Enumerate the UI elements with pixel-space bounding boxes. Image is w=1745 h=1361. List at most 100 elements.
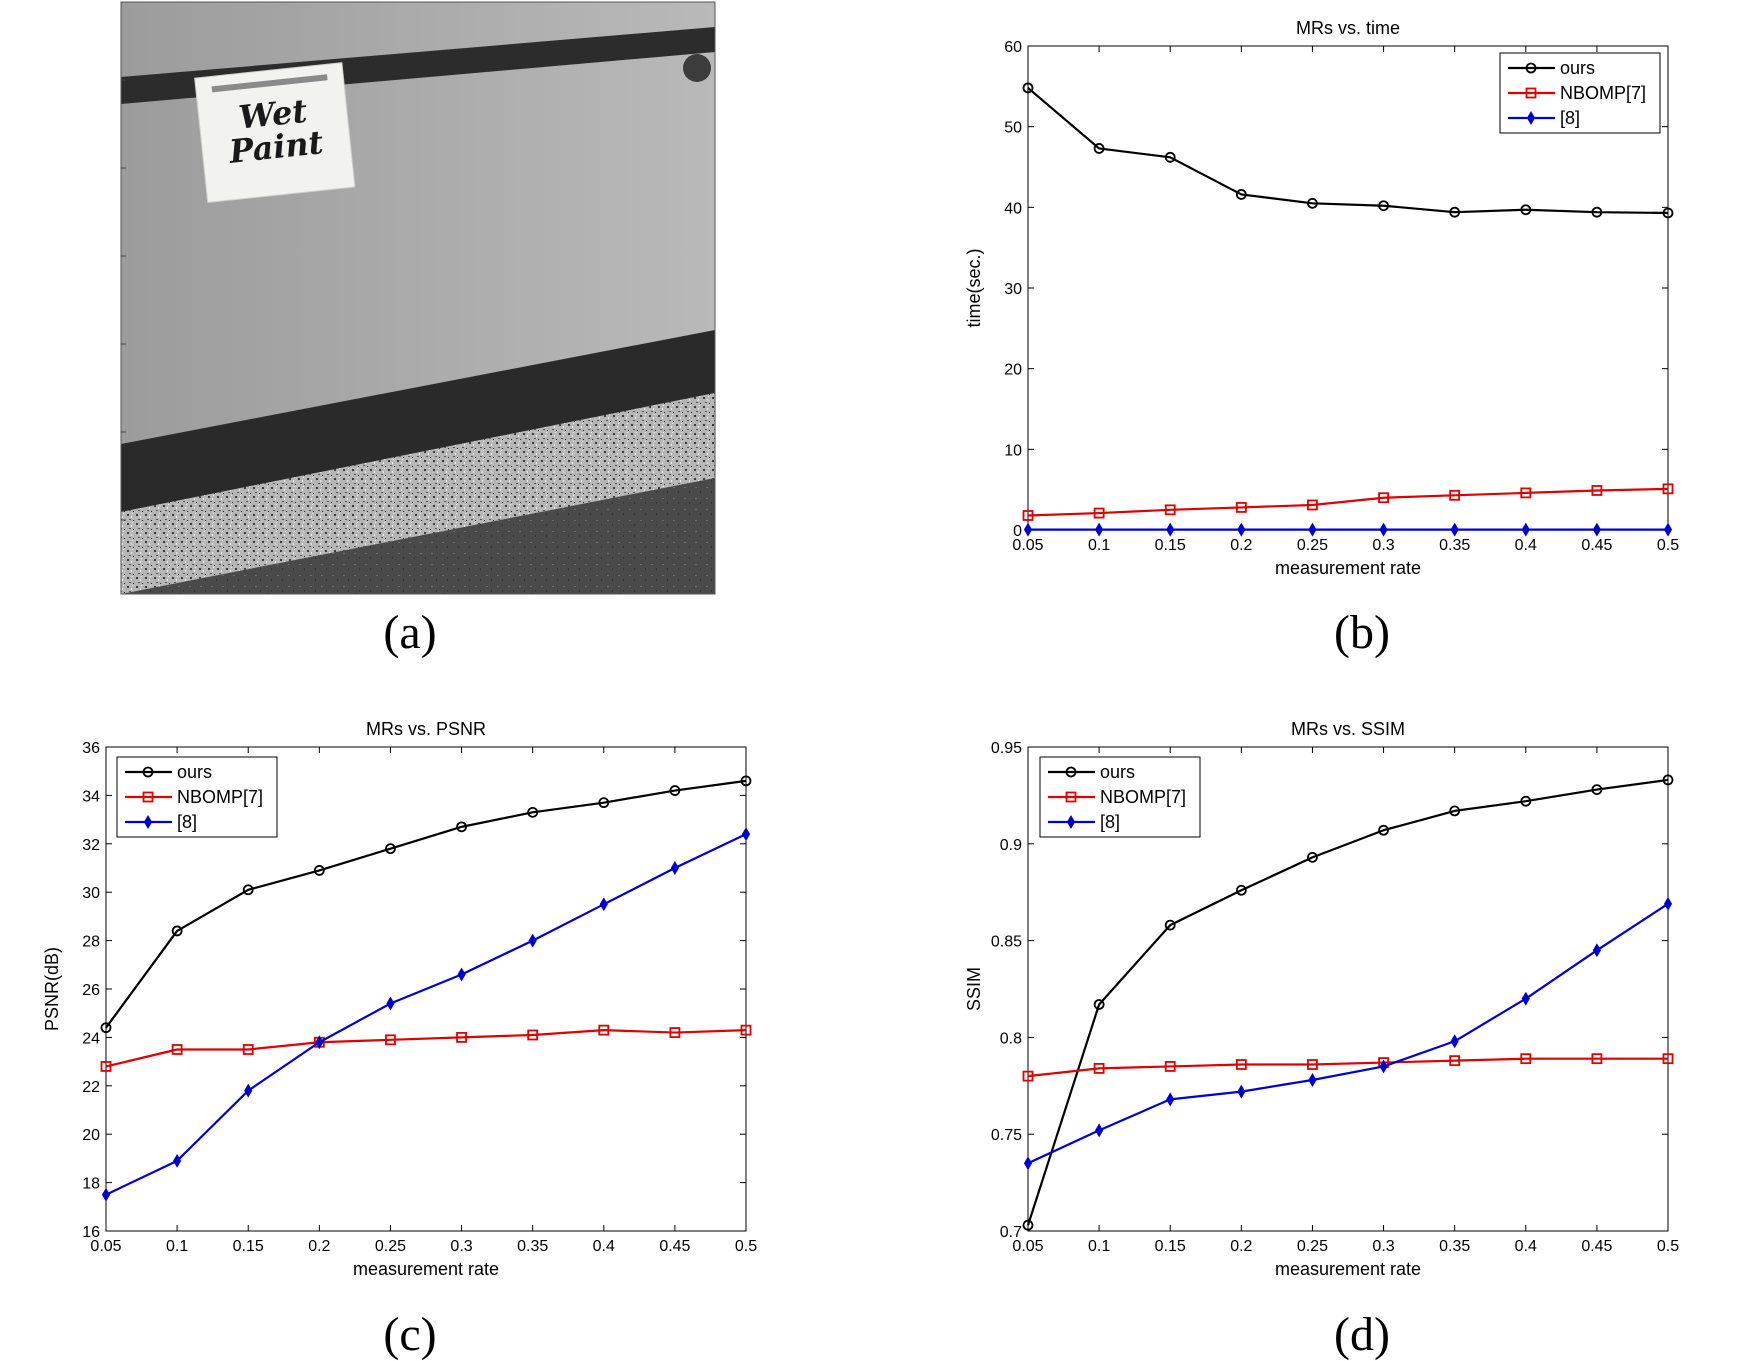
- data-point: [1591, 206, 1603, 218]
- data-point: [1450, 522, 1459, 537]
- legend-marker: [1525, 62, 1537, 74]
- legend-marker: [142, 766, 154, 778]
- data-point: [1022, 82, 1034, 94]
- data-point: [1591, 1053, 1603, 1065]
- data-point: [1166, 522, 1175, 537]
- data-point: [670, 861, 679, 875]
- data-point: [1378, 200, 1389, 212]
- data-point: [385, 843, 396, 855]
- series-line: [105, 1029, 747, 1068]
- legend-label: ours: [177, 762, 212, 782]
- legend-marker: [1066, 815, 1076, 829]
- legend-label: ours: [1560, 58, 1595, 78]
- x-tick-label: 0.3: [1372, 1238, 1394, 1255]
- data-point: [242, 884, 254, 896]
- chart-psnr: 0.05 0.1 0.15 0.2 0.25 0.3 0.35 0.4 0.45 0.5 16 18 2…: [42, 719, 757, 1279]
- data-point: [1378, 492, 1389, 504]
- x-tick-label: 0.2: [308, 1238, 330, 1255]
- photo-panel: Wet Paint: [121, 2, 715, 594]
- x-tick-label: 0.1: [1088, 1238, 1110, 1255]
- data-point: [599, 897, 608, 912]
- data-point: [1663, 896, 1673, 911]
- data-point: [457, 967, 466, 982]
- data-point: [456, 1032, 467, 1043]
- data-point: [1379, 522, 1388, 537]
- data-point: [1379, 1059, 1388, 1074]
- x-tick-label: 0.35: [517, 1238, 548, 1255]
- legend-marker: [142, 791, 154, 803]
- legend-marker: [1525, 87, 1537, 99]
- chart-title: MRs vs. SSIM: [1291, 719, 1405, 739]
- legend-marker: [1526, 111, 1536, 125]
- y-tick-label: 30: [82, 885, 100, 902]
- data-point: [1449, 1055, 1461, 1067]
- series-8: [101, 827, 751, 1202]
- data-point: [1093, 143, 1105, 154]
- series-line: [1027, 902, 1669, 1165]
- x-tick-label: 0.3: [1372, 537, 1394, 554]
- x-tick-label: 0.25: [1297, 537, 1328, 554]
- data-point: [1308, 1072, 1317, 1087]
- y-tick-label: 32: [82, 837, 100, 854]
- x-tick-label: 0.45: [1581, 1238, 1612, 1255]
- y-tick-label: 34: [82, 788, 100, 805]
- data-point: [315, 1035, 324, 1050]
- data-point: [741, 827, 751, 842]
- series-8: [1023, 896, 1673, 1171]
- data-point: [1095, 522, 1104, 537]
- data-point: [101, 1187, 111, 1202]
- data-point: [1591, 784, 1603, 795]
- series-line: [1027, 1057, 1668, 1078]
- y-tick-label: 26: [82, 982, 100, 999]
- data-point: [171, 925, 183, 937]
- y-tick-label: 0.85: [991, 934, 1022, 951]
- series-nbomp7: [100, 1024, 752, 1072]
- y-tick-label: 40: [1004, 200, 1022, 217]
- series-nbomp7: [1022, 483, 1674, 521]
- series-ours: [1022, 82, 1674, 219]
- series-line: [105, 779, 747, 1029]
- data-point: [1235, 189, 1247, 200]
- data-point: [669, 785, 681, 796]
- data-point: [598, 797, 610, 809]
- x-axis-label: measurement rate: [1275, 558, 1421, 578]
- series-line: [1027, 487, 1669, 517]
- y-tick-label: 28: [82, 934, 100, 951]
- legend-label: NBOMP[7]: [1560, 83, 1646, 103]
- chart-time: 0.05 0.1 0.15 0.2 0.25 0.3 0.35 0.4 0.45 0.5 0 10 20…: [964, 18, 1679, 578]
- data-point: [1022, 1219, 1034, 1231]
- legend: ours NBOMP[7] [8]: [1039, 756, 1201, 838]
- x-tick-label: 0.1: [166, 1238, 188, 1255]
- data-point: [1521, 991, 1530, 1006]
- chart-title: MRs vs. PSNR: [366, 719, 486, 739]
- data-point: [1022, 1070, 1034, 1082]
- y-tick-label: 30: [1004, 281, 1022, 298]
- y-tick-label: 20: [82, 1127, 100, 1144]
- legend-label: [8]: [1100, 812, 1120, 832]
- data-point: [1450, 1034, 1459, 1049]
- x-tick-label: 0.4: [593, 1238, 615, 1255]
- data-point: [1521, 522, 1530, 537]
- y-tick-label: 16: [82, 1224, 100, 1241]
- data-point: [1520, 204, 1532, 216]
- data-point: [1164, 151, 1176, 163]
- data-point: [1235, 502, 1247, 513]
- x-tick-label: 0.15: [1155, 1238, 1186, 1255]
- legend-marker: [1065, 791, 1077, 803]
- y-tick-label: 0.95: [991, 740, 1022, 757]
- data-point: [100, 1061, 112, 1072]
- legend-marker: [1065, 766, 1077, 778]
- y-tick-label: 20: [1004, 362, 1022, 379]
- dark-floor: [121, 478, 715, 594]
- data-point: [1237, 1084, 1246, 1099]
- data-point: [740, 1024, 752, 1036]
- data-point: [1023, 1156, 1033, 1171]
- data-point: [313, 865, 325, 876]
- legend-label: [8]: [1560, 108, 1580, 128]
- caption-b: (b): [1334, 606, 1390, 659]
- data-point: [1164, 919, 1176, 931]
- y-tick-label: 60: [1004, 39, 1022, 56]
- chart-ssim: 0.05 0.1 0.15 0.2 0.25 0.3 0.35 0.4 0.45 0.5 0.7 0.…: [964, 719, 1679, 1279]
- x-tick-label: 0.25: [375, 1238, 406, 1255]
